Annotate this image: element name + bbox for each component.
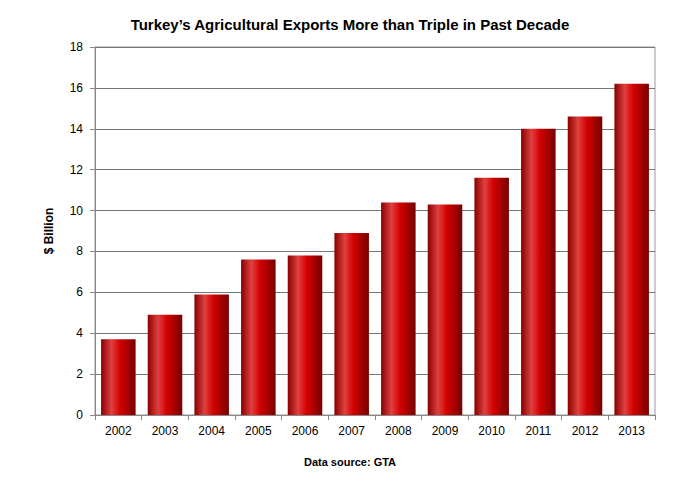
svg-text:2013: 2013 xyxy=(618,424,645,438)
svg-text:Data source: GTA: Data source: GTA xyxy=(304,456,396,468)
svg-text:10: 10 xyxy=(70,204,84,218)
svg-text:2002: 2002 xyxy=(105,424,132,438)
svg-text:2011: 2011 xyxy=(525,424,551,438)
svg-text:12: 12 xyxy=(70,163,84,177)
svg-text:2009: 2009 xyxy=(432,424,459,438)
svg-text:2004: 2004 xyxy=(198,424,225,438)
svg-text:8: 8 xyxy=(76,244,83,258)
svg-text:2007: 2007 xyxy=(338,424,365,438)
svg-text:2006: 2006 xyxy=(292,424,319,438)
svg-text:4: 4 xyxy=(76,326,83,340)
svg-text:16: 16 xyxy=(70,81,84,95)
svg-text:6: 6 xyxy=(76,285,83,299)
svg-text:14: 14 xyxy=(70,122,84,136)
svg-text:0: 0 xyxy=(76,408,83,422)
svg-text:2: 2 xyxy=(76,367,83,381)
svg-text:$ Billion: $ Billion xyxy=(42,208,56,255)
svg-text:2010: 2010 xyxy=(478,424,505,438)
svg-text:2012: 2012 xyxy=(572,424,599,438)
svg-text:18: 18 xyxy=(70,40,84,54)
svg-text:2003: 2003 xyxy=(152,424,179,438)
svg-text:Turkey’s Agricultural Exports: Turkey’s Agricultural Exports More than … xyxy=(131,16,570,33)
svg-text:2008: 2008 xyxy=(385,424,412,438)
svg-text:2005: 2005 xyxy=(245,424,272,438)
